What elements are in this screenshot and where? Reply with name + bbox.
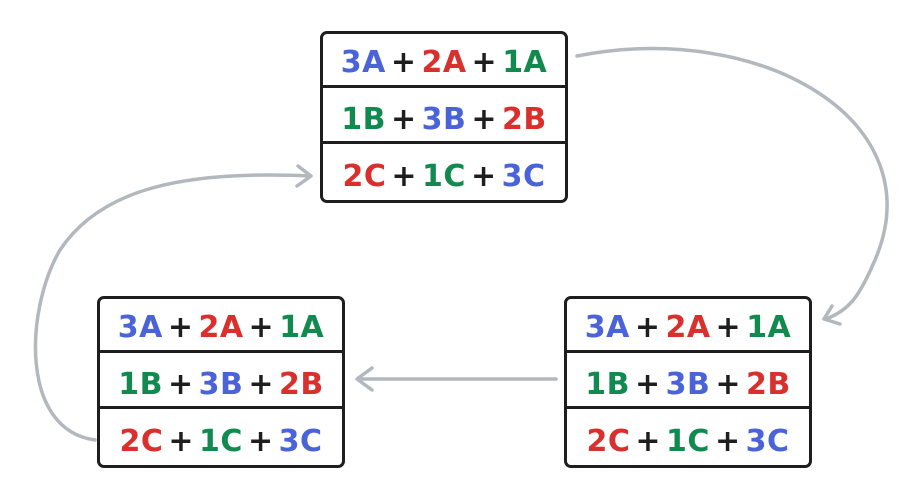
term: 1B [118, 367, 163, 402]
arrow-bottom-left-to-top-head [295, 164, 313, 188]
plus-sign: + [248, 367, 275, 402]
expression-row: 3A +2A +1A [100, 299, 342, 356]
expression-row: 2C +1C +3C [100, 413, 342, 470]
term: 2B [502, 102, 547, 137]
box-bottom-left: 3A +2A +1A 1B +3B +2B 2C +1C +3C [97, 296, 345, 468]
term: 2A [198, 310, 244, 345]
expression-row: 3A +2A +1A [323, 34, 565, 91]
plus-sign: + [248, 310, 275, 345]
row-divider [320, 85, 568, 88]
plus-sign: + [715, 367, 742, 402]
plus-sign: + [167, 367, 194, 402]
plus-sign: + [390, 45, 417, 80]
term: 2A [665, 310, 711, 345]
plus-sign: + [715, 310, 742, 345]
row-divider [564, 406, 812, 409]
arrow-bottom-right-to-bottom-left-head [355, 366, 374, 392]
term: 1C [199, 424, 243, 459]
plus-sign: + [470, 159, 497, 194]
term: 2B [746, 367, 791, 402]
expression-row: 2C +1C +3C [323, 148, 565, 205]
plus-sign: + [714, 424, 741, 459]
term: 1C [422, 159, 466, 194]
term: 1A [279, 310, 325, 345]
term: 2C [342, 159, 387, 194]
term: 1C [666, 424, 710, 459]
plus-sign: + [168, 424, 195, 459]
term: 3C [745, 424, 790, 459]
term: 1A [746, 310, 792, 345]
term: 3A [340, 45, 386, 80]
plus-sign: + [471, 102, 498, 137]
term: 2B [279, 367, 324, 402]
arrow-bottom-left-to-top [33, 173, 312, 442]
term: 2A [421, 45, 467, 80]
term: 3C [501, 159, 546, 194]
arrow-top-to-bottom-right [575, 46, 889, 321]
term: 3C [278, 424, 323, 459]
term: 3B [198, 367, 244, 402]
plus-sign: + [247, 424, 274, 459]
expression-row: 1B +3B +2B [567, 356, 809, 413]
row-divider [97, 350, 345, 353]
plus-sign: + [390, 102, 417, 137]
row-divider [320, 141, 568, 144]
plus-sign: + [634, 367, 661, 402]
plus-sign: + [634, 310, 661, 345]
term: 2C [586, 424, 631, 459]
box-bottom-right: 3A +2A +1A 1B +3B +2B 2C +1C +3C [564, 296, 812, 468]
term: 1B [341, 102, 386, 137]
plus-sign: + [471, 45, 498, 80]
box-top: 3A +2A +1A 1B +3B +2B 2C +1C +3C [320, 31, 568, 203]
row-divider [97, 406, 345, 409]
term: 1A [502, 45, 548, 80]
plus-sign: + [635, 424, 662, 459]
arrow-top-to-bottom-right-head [822, 304, 842, 326]
term: 2C [119, 424, 164, 459]
expression-row: 1B +3B +2B [323, 91, 565, 148]
row-divider [564, 350, 812, 353]
term: 3B [421, 102, 467, 137]
term: 3B [665, 367, 711, 402]
plus-sign: + [167, 310, 194, 345]
expression-row: 3A +2A +1A [567, 299, 809, 356]
expression-row: 1B +3B +2B [100, 356, 342, 413]
term: 1B [585, 367, 630, 402]
expression-row: 2C +1C +3C [567, 413, 809, 470]
plus-sign: + [391, 159, 418, 194]
term: 3A [117, 310, 163, 345]
term: 3A [584, 310, 630, 345]
